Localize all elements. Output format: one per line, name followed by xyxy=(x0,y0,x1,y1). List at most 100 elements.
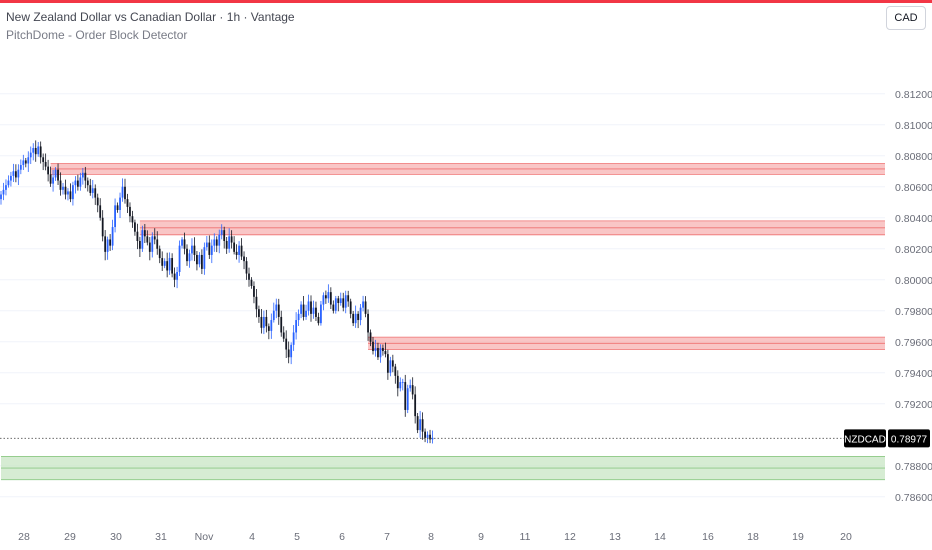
candle xyxy=(218,229,221,254)
candle-body xyxy=(86,180,89,186)
x-tick-label: 6 xyxy=(339,531,345,543)
candle-body xyxy=(307,301,310,311)
candle xyxy=(210,239,213,264)
candle-body xyxy=(332,304,335,311)
candle xyxy=(141,225,144,252)
candle-body xyxy=(208,242,211,255)
candle xyxy=(220,224,223,240)
candle-body xyxy=(69,191,72,200)
candle xyxy=(22,154,25,170)
candle xyxy=(322,292,325,311)
candle xyxy=(431,430,434,444)
candle xyxy=(253,281,255,304)
candle xyxy=(339,292,342,306)
candle xyxy=(27,151,30,172)
candle-body xyxy=(52,177,54,184)
candle-body xyxy=(285,338,288,350)
candle-body xyxy=(421,419,424,432)
candle-body xyxy=(205,242,208,248)
candle-body xyxy=(2,189,5,195)
candle-body xyxy=(416,416,419,431)
candle xyxy=(213,233,216,252)
candle xyxy=(44,153,47,171)
candle xyxy=(67,188,69,201)
y-tick-label: 0.81200 xyxy=(895,89,932,101)
candle-body xyxy=(19,165,22,170)
candle-body xyxy=(429,434,431,440)
candle-body xyxy=(10,175,12,181)
x-tick-label: 11 xyxy=(520,531,531,543)
candle-body xyxy=(411,385,414,395)
symbol-tag-bg xyxy=(844,429,886,448)
candle xyxy=(54,167,57,181)
candle-body xyxy=(74,180,77,186)
candle xyxy=(121,178,124,202)
candle xyxy=(260,308,263,334)
y-tick-label: 0.80600 xyxy=(895,182,932,194)
candle-body xyxy=(312,307,315,314)
candle-body xyxy=(203,247,206,269)
currency-button[interactable]: CAD xyxy=(886,6,926,30)
candle xyxy=(24,157,27,168)
candle-body xyxy=(389,360,392,373)
candle-body xyxy=(295,320,298,333)
candle-body xyxy=(196,254,198,265)
candle-body xyxy=(362,301,364,308)
candle-body xyxy=(272,310,275,321)
candle-body xyxy=(225,241,228,249)
candle xyxy=(76,174,79,191)
x-tick-label: 19 xyxy=(792,531,804,543)
candle xyxy=(258,305,260,323)
candle-body xyxy=(146,236,149,243)
bearish-order-block xyxy=(50,163,886,175)
candle xyxy=(156,231,159,255)
candle-body xyxy=(354,313,357,324)
candle-body xyxy=(322,295,325,305)
candle xyxy=(29,146,32,165)
candle-body xyxy=(151,236,154,252)
candle xyxy=(245,257,248,280)
candle xyxy=(285,330,288,359)
candle xyxy=(47,159,50,182)
candle-body xyxy=(173,273,176,280)
candle-body xyxy=(426,434,429,438)
bearish-order-block xyxy=(368,336,885,350)
symbol-tag: NZDCAD xyxy=(844,434,886,445)
candle-body xyxy=(72,185,74,200)
candle xyxy=(404,374,407,417)
candle-body xyxy=(79,177,82,187)
candle xyxy=(275,298,278,319)
candle-body xyxy=(186,248,188,262)
candle-body xyxy=(324,295,327,299)
candle xyxy=(374,339,377,357)
candle-body xyxy=(22,160,25,166)
y-tick-label: 0.80200 xyxy=(895,244,932,256)
candle-body xyxy=(302,304,305,317)
candle xyxy=(225,236,228,254)
candle xyxy=(19,159,22,175)
candle-body xyxy=(124,186,126,200)
bearish-order-block xyxy=(139,220,885,236)
candle-body xyxy=(176,272,178,280)
candle-body xyxy=(315,307,317,317)
candle xyxy=(69,183,72,203)
candle-body xyxy=(372,341,374,352)
candle xyxy=(421,412,424,440)
candle xyxy=(391,354,394,373)
indicator-name[interactable]: PitchDome - Order Block Detector xyxy=(6,28,188,42)
candle xyxy=(228,228,231,253)
candle-body xyxy=(5,185,7,190)
candle xyxy=(250,277,253,289)
y-tick-label: 0.79800 xyxy=(895,306,932,318)
y-tick-label: 0.79200 xyxy=(895,399,932,411)
x-tick-label: 12 xyxy=(564,531,576,543)
candle xyxy=(181,237,183,249)
candle xyxy=(168,252,171,275)
candle xyxy=(124,178,126,204)
candle xyxy=(270,313,273,339)
candle xyxy=(176,266,178,289)
candle xyxy=(208,235,211,259)
candle-body xyxy=(163,261,166,266)
candle xyxy=(312,300,315,319)
